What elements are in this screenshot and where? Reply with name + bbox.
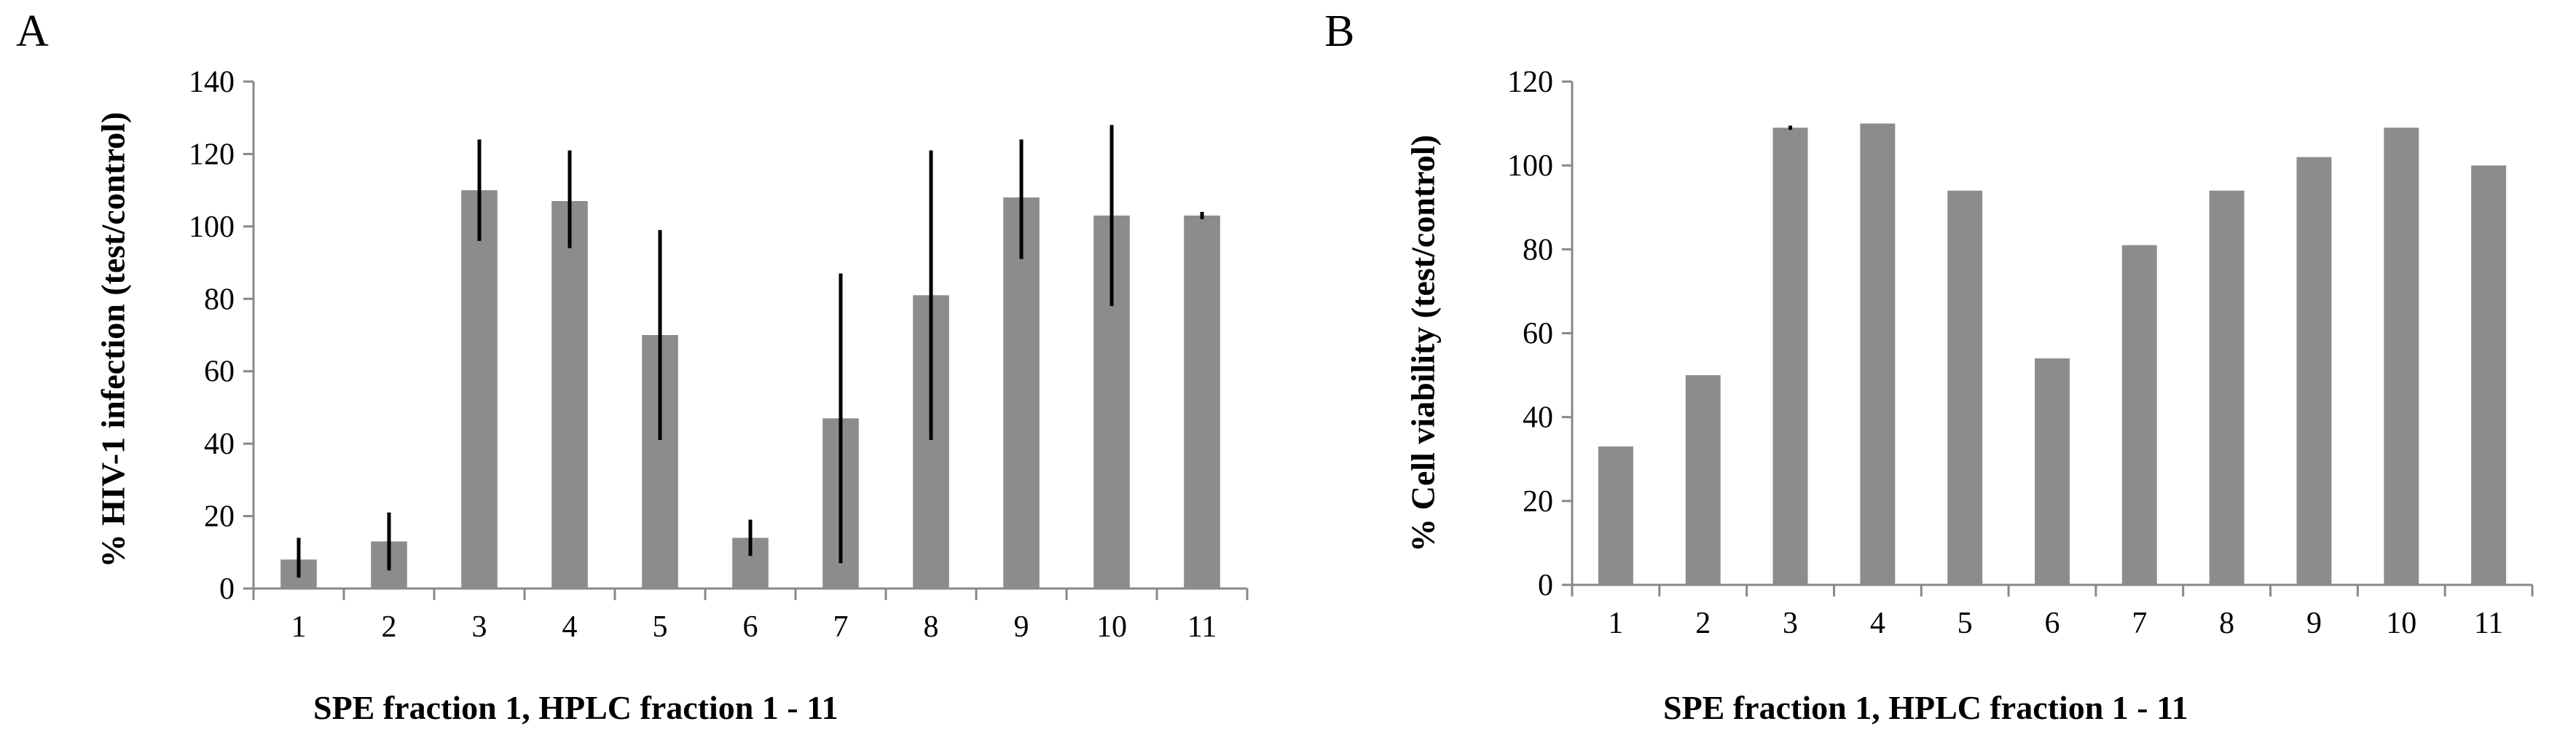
bar xyxy=(1947,190,1983,585)
y-tick-label: 60 xyxy=(1523,318,1553,351)
x-tick-label: 6 xyxy=(743,610,758,644)
x-tick-label: 2 xyxy=(1695,607,1711,640)
bar xyxy=(2209,190,2245,585)
y-tick-label: 100 xyxy=(189,210,235,244)
x-tick-label: 7 xyxy=(833,610,849,644)
y-tick-label: 120 xyxy=(1507,66,1553,99)
chart-panel-b: B % Cell viability (test/control) SPE fr… xyxy=(1288,0,2576,740)
x-tick-label: 8 xyxy=(924,610,939,644)
y-tick-label: 100 xyxy=(1507,149,1553,183)
bar xyxy=(551,201,588,589)
bar xyxy=(2296,157,2332,585)
panel-label-a: A xyxy=(16,7,49,56)
y-tick-label: 20 xyxy=(204,500,235,534)
bar xyxy=(2035,358,2070,585)
bar xyxy=(461,190,498,589)
panel-label-b: B xyxy=(1324,7,1355,56)
bar xyxy=(1860,123,1896,586)
y-tick-label: 20 xyxy=(1523,485,1553,519)
x-tick-label: 2 xyxy=(382,610,397,644)
y-tick-label: 80 xyxy=(1523,233,1553,267)
y-tick-label: 0 xyxy=(1538,569,1553,602)
bar-chart-a: 0 20 40 60 80 100 120 140 1 2 3 4 5 6 7 8 9 10 11 xyxy=(189,66,1249,644)
x-tick-label: 5 xyxy=(653,610,668,644)
y-tick-label: 80 xyxy=(204,283,235,316)
y-tick-label: 0 xyxy=(219,572,235,606)
x-tick-label: 4 xyxy=(562,610,578,644)
x-tick-label: 10 xyxy=(1096,610,1127,644)
y-tick-label: 60 xyxy=(204,355,235,389)
bar xyxy=(1003,197,1040,589)
x-tick-label: 8 xyxy=(2219,607,2234,640)
x-tick-label: 1 xyxy=(291,610,307,644)
x-tick-label: 3 xyxy=(472,610,487,644)
x-tick-label: 10 xyxy=(2386,607,2416,640)
x-axis-label-a: SPE fraction 1, HPLC fraction 1 - 11 xyxy=(313,689,839,726)
bar xyxy=(1772,127,1808,585)
x-tick-label: 5 xyxy=(1957,607,1973,640)
bar xyxy=(1685,375,1721,585)
chart-panel-a: A % HIV-1 infection (test/control) SPE f… xyxy=(16,7,1249,726)
bar xyxy=(2471,165,2507,585)
x-tick-label: 1 xyxy=(1608,607,1623,640)
x-tick-label: 11 xyxy=(2474,607,2503,640)
x-axis-label-b: SPE fraction 1, HPLC fraction 1 - 11 xyxy=(1663,689,2188,726)
y-tick-label: 120 xyxy=(189,138,235,171)
bar xyxy=(2384,127,2419,585)
y-tick-label: 40 xyxy=(204,428,235,461)
bar xyxy=(2121,245,2157,585)
x-tick-label: 11 xyxy=(1187,610,1217,644)
x-tick-label: 6 xyxy=(2045,607,2060,640)
bar-chart-b: 0 20 40 60 80 100 120 1 2 3 4 5 6 7 8 9 10 11 xyxy=(1507,66,2534,640)
x-tick-label: 9 xyxy=(1014,610,1029,644)
x-tick-label: 4 xyxy=(1870,607,1885,640)
x-tick-label: 9 xyxy=(2306,607,2322,640)
y-tick-label: 40 xyxy=(1523,401,1553,435)
y-tick-label: 140 xyxy=(189,66,235,99)
x-tick-label: 3 xyxy=(1783,607,1798,640)
bar xyxy=(1598,446,1633,585)
x-tick-label: 7 xyxy=(2132,607,2147,640)
bar xyxy=(1184,215,1220,589)
